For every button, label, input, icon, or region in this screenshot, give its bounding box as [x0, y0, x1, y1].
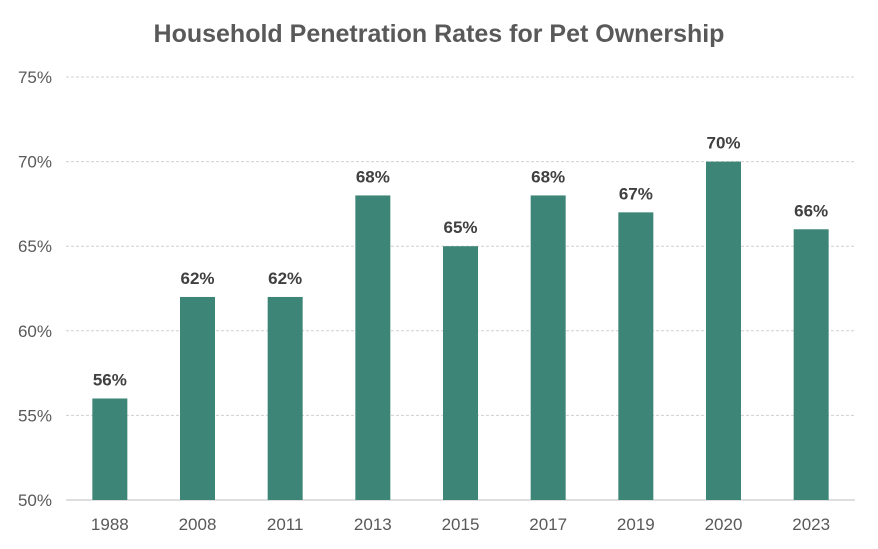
- y-tick-label: 50%: [18, 491, 52, 510]
- bar-2013: [355, 195, 391, 500]
- data-label-2023: 66%: [794, 201, 828, 220]
- chart-title: Household Penetration Rates for Pet Owne…: [153, 20, 725, 48]
- y-axis-ticks: 50% 55% 60% 65% 70% 75%: [18, 68, 52, 510]
- y-tick-label: 70%: [18, 153, 52, 172]
- data-label-2019: 67%: [619, 184, 653, 203]
- y-tick-label: 55%: [18, 406, 52, 425]
- data-label-2015: 65%: [443, 218, 477, 237]
- data-label-1988: 56%: [93, 370, 127, 389]
- data-label-2008: 62%: [180, 269, 214, 288]
- bar-1988: [92, 398, 128, 500]
- y-tick-label: 60%: [18, 322, 52, 341]
- x-axis-ticks: 1988 2008 2011 2013 2015 2017 2019 2020 2023: [91, 515, 830, 534]
- data-label-2011: 62%: [268, 269, 302, 288]
- bar-2011: [267, 296, 303, 500]
- bar-2020: [706, 161, 741, 500]
- data-label-2020: 70%: [706, 134, 740, 153]
- x-tick-label-2017: 2017: [529, 515, 567, 534]
- bar-2008: [180, 296, 215, 500]
- x-tick-label-2019: 2019: [617, 515, 655, 534]
- bar-2017: [530, 195, 566, 500]
- x-tick-label-2023: 2023: [792, 515, 830, 534]
- y-tick-label: 65%: [18, 237, 52, 256]
- data-labels: 56% 62% 62% 68% 65% 68% 67% 70% 66%: [93, 134, 828, 390]
- x-tick-label-2008: 2008: [179, 515, 217, 534]
- bar-2023: [793, 229, 829, 500]
- x-tick-label-1988: 1988: [91, 515, 129, 534]
- x-tick-label-2013: 2013: [354, 515, 392, 534]
- x-tick-label-2020: 2020: [705, 515, 743, 534]
- bar-2015: [443, 246, 478, 500]
- bars: [92, 161, 829, 501]
- data-label-2017: 68%: [531, 167, 565, 186]
- x-tick-label-2015: 2015: [442, 515, 480, 534]
- y-tick-label: 75%: [18, 68, 52, 87]
- data-label-2013: 68%: [356, 167, 390, 186]
- x-tick-label-2011: 2011: [267, 515, 304, 534]
- bar-2019: [618, 212, 654, 501]
